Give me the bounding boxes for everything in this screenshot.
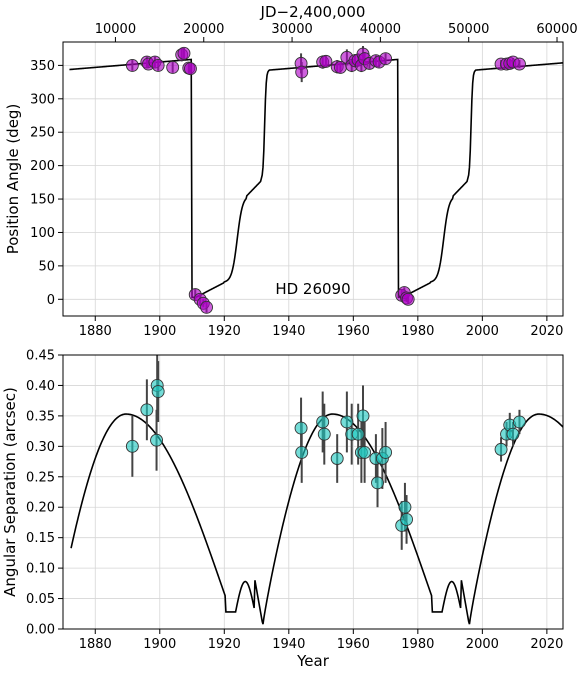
separation-data-points bbox=[125, 355, 526, 550]
x-tick-label: 1880 bbox=[79, 324, 112, 339]
data-point bbox=[401, 292, 415, 306]
y-tick-label: 150 bbox=[30, 193, 55, 208]
top-tick-label: 10000 bbox=[95, 22, 136, 37]
x-tick-label: 1960 bbox=[337, 637, 370, 652]
position-angle-y-ticks: 0 50 100 150 200 250 300 350 bbox=[30, 59, 63, 308]
y-tick-label: 0.20 bbox=[26, 501, 55, 516]
data-point bbox=[371, 476, 384, 490]
position-angle-y-label: Position Angle (deg) bbox=[4, 104, 22, 255]
data-point bbox=[183, 62, 197, 76]
data-point bbox=[200, 300, 213, 314]
data-point bbox=[513, 57, 526, 71]
y-tick-label: 0.10 bbox=[26, 562, 55, 577]
top-tick-label: 20000 bbox=[183, 22, 224, 37]
top-axis-label: JD−2,400,000 bbox=[260, 3, 366, 21]
data-point bbox=[316, 415, 330, 429]
x-tick-label: 1940 bbox=[272, 324, 305, 339]
data-point bbox=[125, 439, 139, 453]
y-tick-label: 0.00 bbox=[26, 623, 55, 638]
data-point bbox=[340, 415, 354, 429]
top-tick-label: 40000 bbox=[360, 22, 401, 37]
data-point bbox=[295, 445, 309, 459]
top-tick-label: 60000 bbox=[536, 22, 577, 37]
data-point bbox=[506, 427, 520, 441]
position-angle-x-ticks: 1880 1900 1920 1940 1960 1980 2000 2020 bbox=[79, 316, 563, 339]
y-tick-label: 200 bbox=[30, 159, 55, 174]
x-tick-label: 1900 bbox=[143, 637, 176, 652]
y-tick-label: 0.30 bbox=[26, 440, 55, 455]
position-angle-panel: 1880 1900 1920 1940 1960 1980 2000 2020 0 50 100 1… bbox=[4, 3, 578, 339]
x-tick-label: 1960 bbox=[337, 324, 370, 339]
x-tick-label: 1940 bbox=[272, 637, 305, 652]
x-tick-label: 2000 bbox=[466, 324, 499, 339]
x-tick-label: 1980 bbox=[401, 637, 434, 652]
x-tick-label: 1920 bbox=[208, 324, 241, 339]
data-point bbox=[294, 421, 308, 435]
data-point bbox=[358, 445, 372, 459]
y-tick-label: 100 bbox=[30, 226, 55, 241]
julian-date-ticks: 10000 20000 30000 40000 50000 60000 bbox=[95, 22, 578, 42]
separation-panel: 1880 1900 1920 1940 1960 1980 2000 2020 0.000.0… bbox=[1, 349, 564, 670]
position-angle-data-points bbox=[125, 46, 526, 314]
y-tick-label: 0.05 bbox=[26, 592, 55, 607]
separation-grid bbox=[63, 354, 563, 630]
x-tick-label: 2000 bbox=[466, 637, 499, 652]
data-point bbox=[317, 427, 331, 441]
separation-y-ticks: 0.00 0.05 0.10 0.15 0.20 0.25 0.30 0.35 0.40 0.45 bbox=[26, 349, 63, 638]
y-tick-label: 0.15 bbox=[26, 531, 55, 546]
position-angle-orbit-curve bbox=[69, 58, 564, 299]
data-point bbox=[295, 65, 309, 79]
x-tick-label: 1880 bbox=[79, 637, 112, 652]
data-point bbox=[140, 403, 154, 417]
x-tick-label: 2020 bbox=[530, 637, 563, 652]
data-point bbox=[177, 46, 191, 60]
data-point bbox=[379, 445, 393, 459]
position-angle-grid bbox=[63, 42, 563, 316]
data-point bbox=[398, 500, 412, 514]
data-point bbox=[150, 433, 163, 447]
data-point bbox=[379, 52, 393, 66]
separation-orbit-curve bbox=[70, 413, 564, 625]
x-tick-label: 1900 bbox=[143, 324, 176, 339]
top-tick-label: 30000 bbox=[271, 22, 312, 37]
y-tick-label: 50 bbox=[38, 259, 55, 274]
x-tick-label: 1980 bbox=[401, 324, 434, 339]
data-point bbox=[494, 442, 508, 456]
y-tick-label: 0.25 bbox=[26, 470, 55, 485]
data-point bbox=[151, 385, 165, 398]
separation-x-label: Year bbox=[296, 652, 330, 670]
y-tick-label: 0.35 bbox=[26, 409, 55, 424]
x-tick-label: 1920 bbox=[208, 637, 241, 652]
star-name-annotation: HD 26090 bbox=[275, 280, 350, 298]
data-point bbox=[330, 452, 344, 465]
top-tick-label: 50000 bbox=[448, 22, 489, 37]
y-tick-label: 300 bbox=[30, 92, 55, 107]
separation-plot-frame bbox=[62, 354, 564, 630]
y-tick-label: 350 bbox=[30, 59, 55, 74]
y-tick-label: 0 bbox=[47, 293, 55, 308]
data-point bbox=[125, 58, 139, 72]
data-point bbox=[513, 415, 526, 429]
y-tick-label: 250 bbox=[30, 126, 55, 141]
separation-y-label: Angular Separation (arcsec) bbox=[1, 387, 19, 597]
separation-x-ticks: 1880 1900 1920 1940 1960 1980 2000 2020 bbox=[79, 629, 563, 652]
data-point bbox=[166, 60, 180, 74]
data-point bbox=[400, 512, 413, 526]
data-point bbox=[351, 427, 365, 441]
y-tick-label: 0.45 bbox=[26, 349, 55, 364]
data-point bbox=[319, 54, 333, 68]
x-tick-label: 2020 bbox=[530, 324, 563, 339]
y-tick-label: 0.40 bbox=[26, 379, 55, 394]
position-angle-plot-frame bbox=[62, 41, 564, 317]
data-point bbox=[151, 58, 165, 72]
data-point bbox=[356, 409, 370, 423]
